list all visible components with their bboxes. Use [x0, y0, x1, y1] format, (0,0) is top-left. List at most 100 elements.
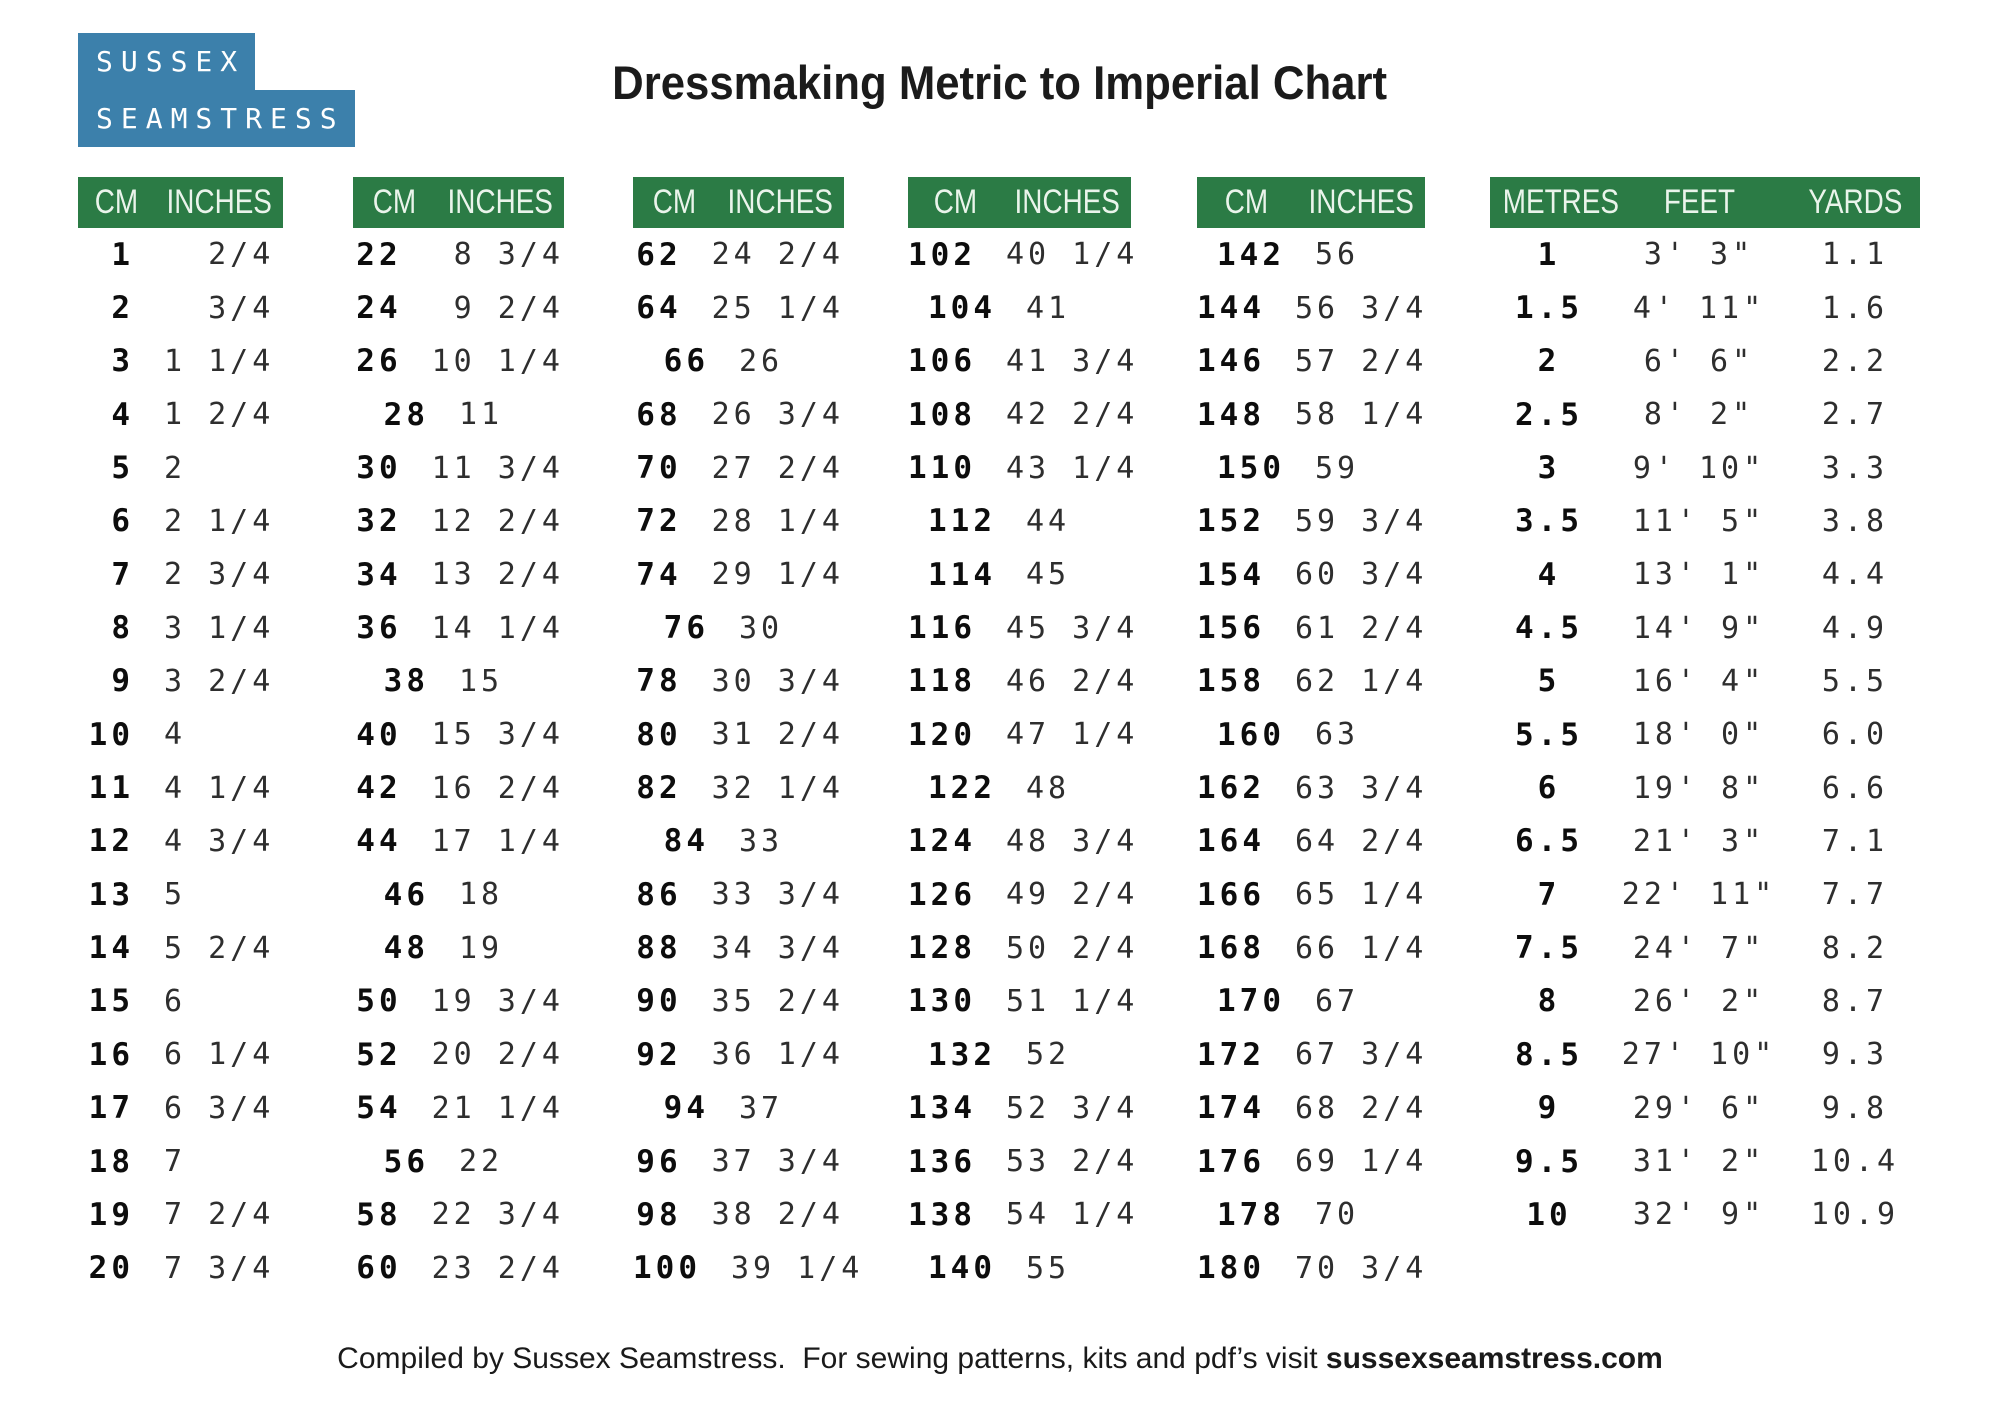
inches-value: 11 — [459, 397, 504, 433]
page-title: Dressmaking Metric to Imperial Chart — [0, 55, 2000, 110]
table-row: 4 1 2/4 — [78, 388, 283, 441]
table-row: 154 60 3/4 — [1197, 548, 1425, 601]
cm-value: 64 — [636, 290, 682, 327]
table-row: 74 29 1/4 — [633, 548, 844, 601]
inches-value: 32 1/4 — [711, 770, 844, 806]
table-row: 5 16' 4" 5.5 — [1490, 655, 1920, 708]
table-row: 168 66 1/4 — [1197, 921, 1425, 974]
table-row: 80 31 2/4 — [633, 708, 844, 761]
table-row: 82 32 1/4 — [633, 761, 844, 814]
cm-inches-table-4: CM INCHES 102 40 1/4 104 41 106 41 3/4 108 42 2/4… — [908, 177, 1134, 1295]
cm-value: 34 — [356, 556, 402, 593]
yards-value: 9.3 — [1821, 1037, 1889, 1073]
table-row: 104 41 — [908, 281, 1131, 334]
table-row: 24 9 2/4 — [353, 281, 564, 334]
table-row: 44 17 1/4 — [353, 815, 564, 868]
inches-value: 3 1/4 — [164, 610, 275, 646]
cm-value: 36 — [356, 610, 402, 647]
metres-value: 3 — [1537, 450, 1561, 487]
yards-value: 4.9 — [1821, 610, 1889, 646]
table-row: 58 22 3/4 — [353, 1188, 564, 1241]
cm-value: 92 — [636, 1036, 682, 1073]
inches-value: 33 — [739, 823, 784, 859]
column-header-label: CM — [933, 183, 977, 221]
table-row: 106 41 3/4 — [908, 335, 1134, 388]
inches-value: 26 3/4 — [711, 397, 844, 433]
table-row: 54 21 1/4 — [353, 1082, 564, 1135]
cm-value: 74 — [636, 556, 682, 593]
table-row: 72 28 1/4 — [633, 495, 844, 548]
cm-value: 78 — [636, 663, 682, 700]
cm-value: 100 — [633, 1250, 701, 1287]
inches-value: 36 1/4 — [711, 1037, 844, 1073]
cm-value: 16 — [88, 1036, 134, 1073]
column-header-inches-value: INCHES — [436, 183, 564, 222]
table-row: 134 52 3/4 — [908, 1082, 1134, 1135]
cm-value: 102 — [908, 236, 976, 273]
column-header-cm-value: CM — [78, 183, 155, 222]
table-row: 2 6' 6" 2.2 — [1490, 335, 1920, 388]
cm-value: 128 — [908, 930, 976, 967]
column-header-cm-value: CM — [908, 183, 1003, 222]
cm-value: 110 — [908, 450, 976, 487]
inches-value: 1 1/4 — [164, 343, 275, 379]
inches-value: 70 3/4 — [1295, 1250, 1428, 1286]
inches-value: 45 — [1026, 557, 1071, 593]
table-row: 48 19 — [353, 921, 564, 974]
table-row: 10 32' 9" 10.9 — [1490, 1188, 1920, 1241]
cm-value: 178 — [1217, 1196, 1285, 1233]
inches-value: 55 — [1026, 1250, 1071, 1286]
inches-value: 63 3/4 — [1295, 770, 1428, 806]
inches-value: 62 1/4 — [1295, 663, 1428, 699]
inches-value: 35 2/4 — [711, 983, 844, 1019]
sussex-seamstress-logo: SUSSEX SEAMSTRESS — [78, 33, 355, 147]
table-row: 114 45 — [908, 548, 1131, 601]
cm-value: 98 — [636, 1196, 682, 1233]
table-row: 60 23 2/4 — [353, 1242, 564, 1295]
table-row: 136 53 2/4 — [908, 1135, 1134, 1188]
table-row: 64 25 1/4 — [633, 281, 844, 334]
metres-value: 3.5 — [1515, 503, 1583, 540]
column-header-label: CM — [652, 183, 696, 221]
table-row: 66 26 — [633, 335, 844, 388]
cm-value: 52 — [356, 1036, 402, 1073]
inches-value: 8 3/4 — [431, 237, 564, 273]
inches-value: 41 3/4 — [1006, 343, 1139, 379]
column-header-inches-value: INCHES — [155, 183, 283, 222]
column-header-cm-value: CM — [633, 183, 716, 222]
feet-value: 18' 0" — [1632, 717, 1766, 753]
table-row: 164 64 2/4 — [1197, 815, 1425, 868]
cm-value: 114 — [928, 556, 996, 593]
inches-value: 67 3/4 — [1295, 1037, 1428, 1073]
inches-value: 25 1/4 — [711, 290, 844, 326]
inches-value: 7 3/4 — [164, 1250, 275, 1286]
cm-value: 88 — [636, 930, 682, 967]
yards-value: 8.2 — [1821, 930, 1889, 966]
inches-value: 12 2/4 — [431, 503, 564, 539]
column-header-metres-value: METRES — [1490, 183, 1619, 222]
inches-value: 59 — [1315, 450, 1360, 486]
table-header: CM INCHES — [908, 177, 1131, 228]
table-row: 160 63 — [1197, 708, 1425, 761]
table-row: 76 30 — [633, 601, 844, 654]
metres-feet-yards-table: METRES FEET YARDS 1 3' 3" 1.1 1.5 4' 11" 1.6 2 6' … — [1490, 177, 1920, 1242]
inches-value: 29 1/4 — [711, 557, 844, 593]
footer-text: Compiled by Sussex Seamstress. For sewin… — [337, 1342, 1326, 1375]
table-header: CM INCHES — [1197, 177, 1425, 228]
column-header-label: YARDS — [1808, 183, 1902, 221]
cm-value: 164 — [1197, 823, 1265, 860]
cm-value: 11 — [88, 770, 134, 807]
table-row: 6.5 21' 3" 7.1 — [1490, 815, 1920, 868]
cm-value: 62 — [636, 236, 682, 273]
table-row: 120 47 1/4 — [908, 708, 1134, 761]
column-header-inches-value: INCHES — [1297, 183, 1425, 222]
inches-value: 31 2/4 — [711, 717, 844, 753]
table-row: 174 68 2/4 — [1197, 1082, 1425, 1135]
table-row: 92 36 1/4 — [633, 1028, 844, 1081]
table-row: 20 7 3/4 — [78, 1242, 283, 1295]
inches-value: 21 1/4 — [431, 1090, 564, 1126]
metres-value: 6.5 — [1515, 823, 1583, 860]
inches-value: 11 3/4 — [431, 450, 564, 486]
inches-value: 13 2/4 — [431, 557, 564, 593]
